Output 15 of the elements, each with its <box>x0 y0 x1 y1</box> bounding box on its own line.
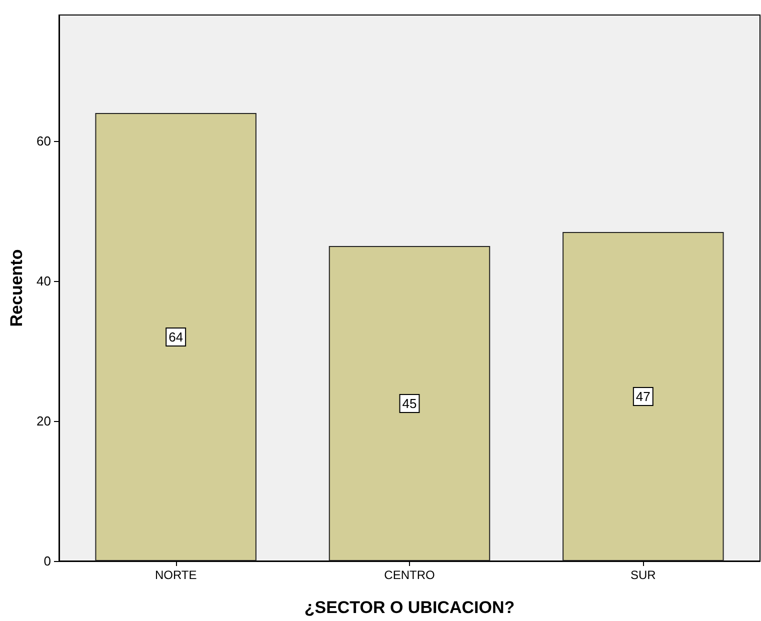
bar <box>562 232 724 561</box>
bar <box>328 246 490 561</box>
data-label: 64 <box>168 330 184 344</box>
x-axis-title: ¿SECTOR O UBICACION? <box>304 598 515 617</box>
x-tick-label: NORTE <box>154 568 197 582</box>
bar <box>95 113 256 561</box>
y-tick-label: 0 <box>44 554 51 568</box>
y-tick-label: 60 <box>36 134 51 148</box>
y-tick-label: 20 <box>36 414 51 428</box>
y-tick-label: 40 <box>36 274 51 288</box>
y-axis-title: Recuento <box>7 249 26 327</box>
x-tick-label: SUR <box>630 568 656 582</box>
data-label: 47 <box>636 389 650 404</box>
data-label: 45 <box>402 396 417 411</box>
x-tick-label: CENTRO <box>384 568 435 582</box>
